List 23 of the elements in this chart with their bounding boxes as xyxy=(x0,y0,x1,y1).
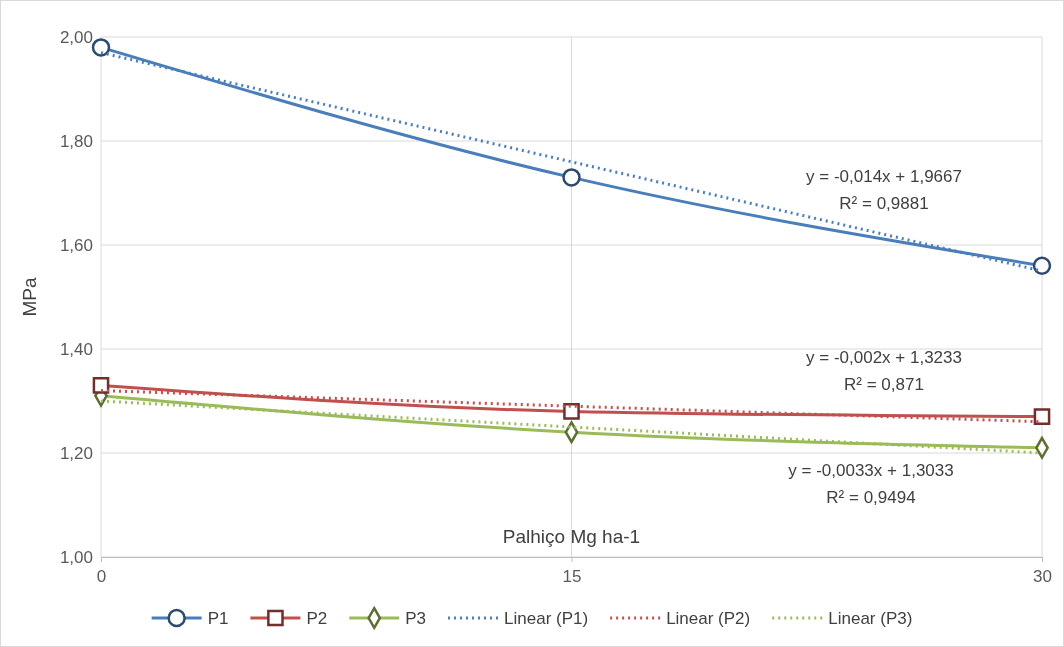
annotation: R² = 0,9494 xyxy=(826,487,916,507)
legend-label: P2 xyxy=(306,608,328,628)
y-tick-label: 2,00 xyxy=(59,27,93,47)
annotation: y = -0,014x + 1,9667 xyxy=(806,166,962,186)
legend-label: P3 xyxy=(405,608,427,628)
y-tick-label: 1,20 xyxy=(59,443,93,463)
legend-label: Linear (P2) xyxy=(666,608,751,628)
x-axis-title: Palhiço Mg ha-1 xyxy=(502,526,641,547)
legend-label: Linear (P1) xyxy=(504,608,589,628)
x-tick-label: 30 xyxy=(1033,567,1052,587)
y-axis-title: MPa xyxy=(19,277,40,317)
annotation: R² = 0,9881 xyxy=(839,193,929,213)
annotation: y = -0,002x + 1,3233 xyxy=(806,347,962,367)
annotation: y = -0,0033x + 1,3033 xyxy=(788,460,954,480)
y-tick-label: 1,40 xyxy=(59,339,93,359)
y-tick-label: 1,80 xyxy=(59,131,93,151)
legend-label: Linear (P3) xyxy=(828,608,913,628)
y-tick-label: 1,00 xyxy=(59,547,93,567)
legend-label: P1 xyxy=(207,608,229,628)
y-tick-label: 1,60 xyxy=(59,235,93,255)
x-tick-label: 0 xyxy=(96,567,107,587)
annotation: R² = 0,871 xyxy=(844,374,924,394)
x-tick-label: 15 xyxy=(562,567,582,587)
